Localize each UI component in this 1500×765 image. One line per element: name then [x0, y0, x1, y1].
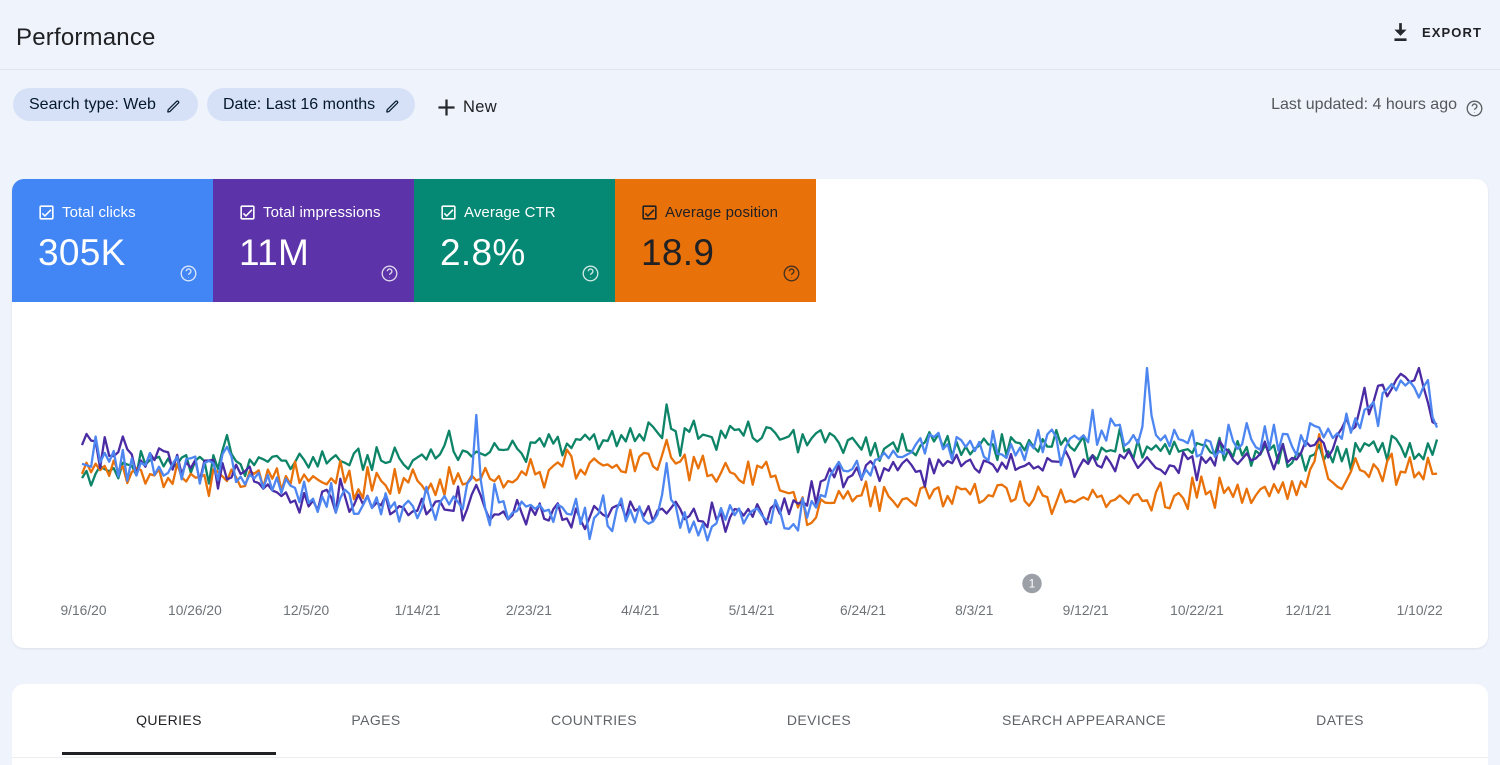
svg-text:1: 1: [1029, 577, 1036, 591]
svg-text:12/1/21: 12/1/21: [1285, 603, 1331, 618]
svg-text:5/14/21: 5/14/21: [729, 603, 775, 618]
svg-text:9/16/20: 9/16/20: [60, 603, 106, 618]
svg-text:9/12/21: 9/12/21: [1063, 603, 1109, 618]
svg-text:1/10/22: 1/10/22: [1397, 603, 1443, 618]
svg-text:8/3/21: 8/3/21: [955, 603, 993, 618]
svg-text:1/14/21: 1/14/21: [395, 603, 441, 618]
svg-text:2/23/21: 2/23/21: [506, 603, 552, 618]
svg-text:10/26/20: 10/26/20: [168, 603, 222, 618]
svg-text:12/5/20: 12/5/20: [283, 603, 329, 618]
svg-text:6/24/21: 6/24/21: [840, 603, 886, 618]
svg-text:10/22/21: 10/22/21: [1170, 603, 1224, 618]
svg-text:4/4/21: 4/4/21: [621, 603, 659, 618]
